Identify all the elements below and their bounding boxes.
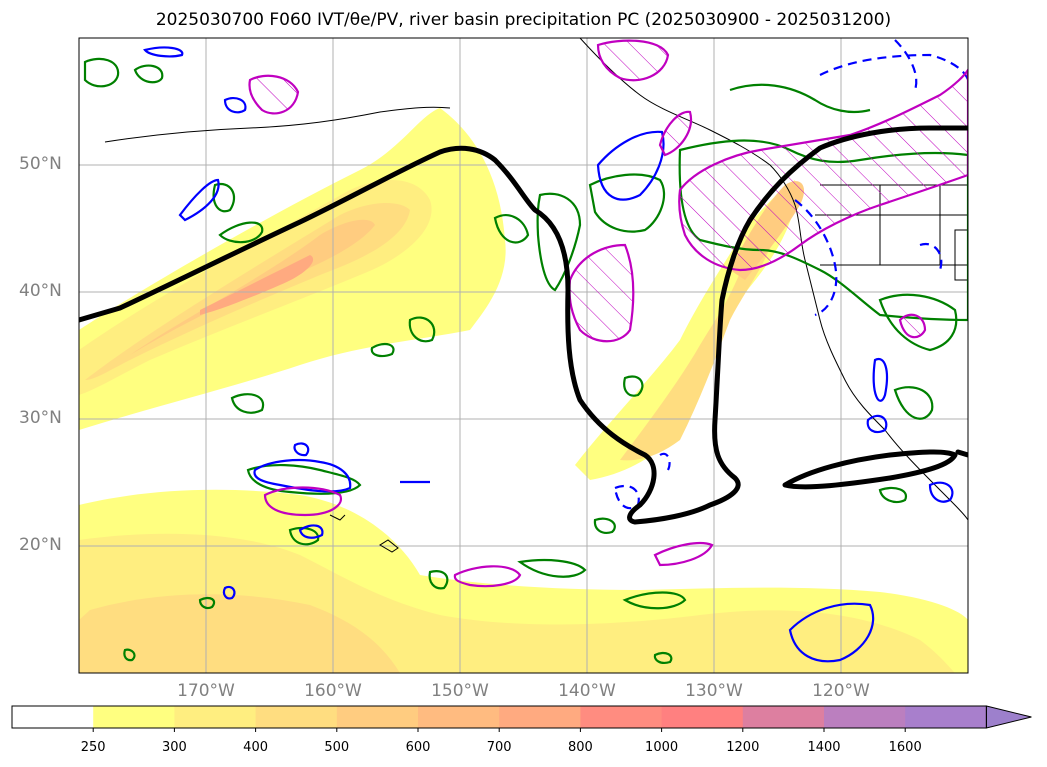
lon-label: 140°W [558, 681, 616, 701]
colorbar-segment [661, 706, 744, 728]
colorbar-segment [336, 706, 419, 728]
colorbar [11, 705, 1032, 732]
colorbar-segment [255, 706, 338, 728]
colorbar-segment [742, 706, 825, 728]
lat-label: 30°N [19, 408, 62, 428]
lat-label: 50°N [19, 154, 62, 174]
colorbar-segment [418, 706, 500, 728]
colorbar-segment [580, 706, 663, 728]
colorbar-tick-label: 800 [567, 740, 593, 755]
colorbar-tick-label: 250 [80, 740, 106, 755]
lat-label: 40°N [19, 281, 62, 301]
lon-label: 170°W [177, 681, 235, 701]
colorbar-segment [174, 706, 257, 728]
colorbar-tick-label: 400 [243, 740, 268, 755]
lon-label: 120°W [812, 681, 870, 701]
colorbar-segment [499, 706, 581, 728]
colorbar-tick-label: 1600 [888, 740, 922, 755]
lon-label: 160°W [304, 681, 362, 701]
colorbar-extend-arrow [985, 705, 1032, 729]
colorbar-segment [12, 706, 94, 728]
jet-axis [79, 125, 968, 525]
colorbar-tick-label: 700 [486, 740, 512, 755]
pv-contours [143, 46, 954, 663]
lon-label: 130°W [685, 681, 743, 701]
colorbar-tick-label: 500 [324, 740, 350, 755]
lat-label: 20°N [19, 535, 62, 555]
colorbar-tick-label: 1400 [807, 740, 841, 755]
colorbar-segment [824, 706, 906, 728]
colorbar-tick-label: 300 [161, 740, 187, 755]
colorbar-tick-label: 600 [405, 740, 431, 755]
map-title: 2025030700 F060 IVT/θe/PV, river basin p… [155, 10, 892, 30]
colorbar-segment [93, 706, 175, 728]
colorbar-tick-label: 1200 [726, 740, 760, 755]
colorbar-segment [905, 706, 987, 728]
colorbar-tick-label: 1000 [645, 740, 679, 755]
lon-label: 150°W [431, 681, 489, 701]
